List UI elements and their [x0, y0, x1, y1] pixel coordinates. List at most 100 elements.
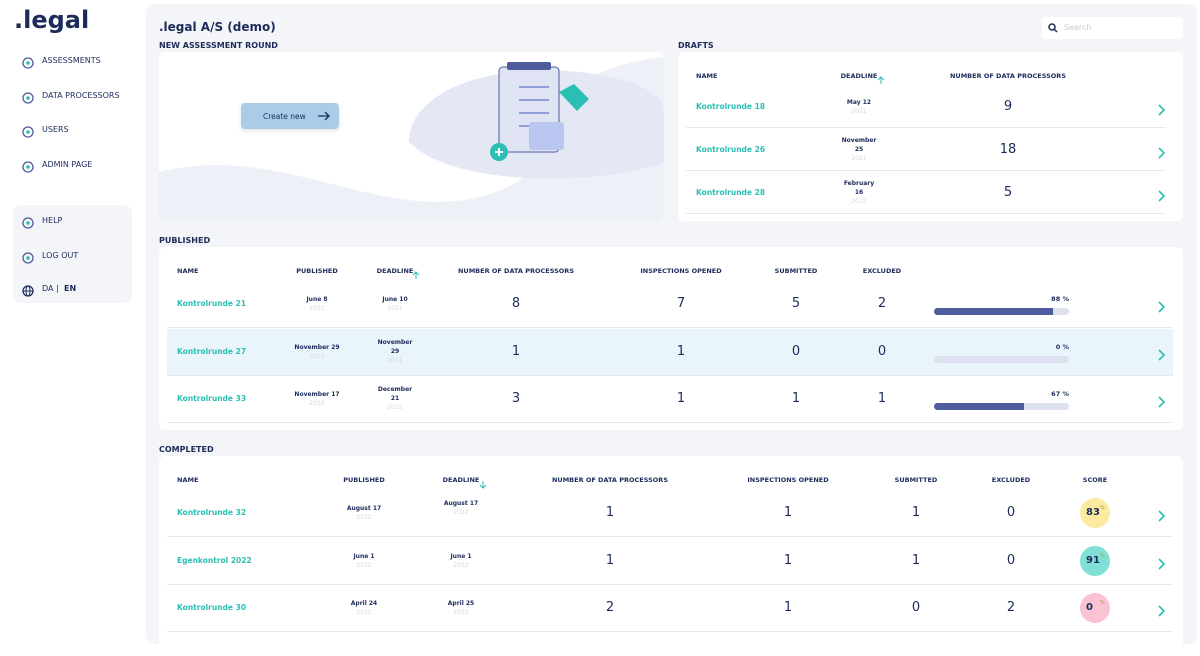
date: November 25: [841, 137, 877, 153]
create-new-button[interactable]: Create new: [241, 103, 339, 129]
search-icon: [1048, 23, 1058, 33]
search-box[interactable]: Search: [1042, 17, 1183, 39]
year: 2022: [356, 561, 372, 569]
date: June 10: [382, 296, 408, 303]
sort-arrow: [479, 474, 487, 493]
nav-item[interactable]: DATA PROCESSORS: [42, 90, 120, 100]
date: August 17: [443, 500, 479, 507]
nav-item[interactable]: USERS: [42, 125, 69, 134]
row-name[interactable]: Kontrolrunde 28: [696, 188, 766, 197]
date: June 1: [353, 552, 375, 560]
row-divider: [686, 170, 1166, 171]
score-value: 91: [1086, 554, 1100, 566]
section-title: COMPLETED: [159, 445, 214, 454]
year: 2022: [309, 400, 325, 407]
row-name[interactable]: Kontrolrunde 18: [696, 102, 766, 111]
year: 2022: [453, 561, 469, 569]
progress-track: [934, 308, 1069, 315]
column-header: SUBMITTED: [894, 476, 938, 484]
row-name[interactable]: Kontrolrunde 30: [177, 603, 247, 612]
date-cell: December 21 2022: [375, 385, 415, 412]
date-cell: August 17 2022: [339, 504, 389, 522]
page-title: .legal A/S (demo): [159, 20, 276, 34]
row-arrow[interactable]: [1157, 507, 1166, 526]
cell-inspections: 1: [783, 505, 793, 520]
column-header: PUBLISHED: [343, 476, 385, 484]
row-name[interactable]: Kontrolrunde 33: [177, 394, 247, 403]
processor-count: 5: [1003, 185, 1013, 200]
cell-inspections: 1: [676, 391, 686, 406]
language-da[interactable]: DA: [42, 284, 54, 293]
date: April 25: [447, 600, 475, 607]
row-name[interactable]: Kontrolrunde 26: [696, 145, 766, 154]
column-header: NAME: [696, 72, 718, 80]
date: February 16: [843, 180, 875, 196]
date-cell: February 16 2022: [839, 179, 879, 206]
row-arrow[interactable]: [1157, 555, 1166, 574]
nav-item[interactable]: ASSESSMENTS: [42, 56, 101, 65]
cell-processors: 3: [511, 391, 521, 406]
logo[interactable]: .legal: [14, 6, 90, 34]
column-header: EXCLUDED: [991, 476, 1031, 484]
row-name[interactable]: Kontrolrunde 32: [177, 508, 247, 517]
row-name[interactable]: Kontrolrunde 27: [177, 346, 247, 356]
row-name[interactable]: Egenkontrol 2022: [177, 555, 252, 565]
cell-submitted: 1: [911, 505, 921, 520]
row-arrow[interactable]: [1157, 187, 1166, 206]
cell-processors: 2: [605, 600, 615, 615]
date: November 29: [377, 338, 413, 355]
column-header: INSPECTIONS OPENED: [747, 476, 829, 484]
year: 2022: [387, 404, 403, 411]
column-header: DEADLINE: [376, 267, 414, 275]
date-cell: June 1 2022: [441, 552, 481, 570]
progress-bar: [934, 308, 1053, 315]
row-arrow[interactable]: [1157, 393, 1166, 412]
cell-processors: 1: [605, 552, 615, 568]
score-unit: %: [1100, 600, 1105, 606]
date-cell: April 24 2022: [339, 599, 389, 617]
row-arrow[interactable]: [1157, 346, 1166, 365]
globe-icon: [22, 282, 34, 301]
cell-inspections: 1: [676, 343, 686, 359]
nav-item[interactable]: LOG OUT: [42, 250, 79, 260]
progress-track: [934, 355, 1069, 363]
cell-submitted: 0: [791, 343, 801, 359]
drafts-card: NAME DEADLINE NUMBER OF DATA PROCESSORS Kon…: [678, 52, 1183, 221]
column-header[interactable]: DEADLINE: [840, 72, 878, 80]
row-name[interactable]: Kontrolrunde 21: [177, 299, 247, 308]
arrow-icon: [318, 111, 330, 121]
column-header[interactable]: NUMBER OF DATA PROCESSORS: [949, 72, 1066, 80]
year: 2021: [387, 356, 403, 364]
date: June 8: [306, 296, 328, 303]
progress-label: 88 %: [1051, 295, 1069, 303]
date-cell: May 12 2021: [839, 98, 879, 116]
sort-arrow: [877, 70, 885, 89]
column-header: NAME: [177, 476, 199, 484]
row-divider: [167, 631, 1173, 632]
row-divider: [167, 422, 1173, 423]
row-arrow[interactable]: [1157, 602, 1166, 621]
cell-inspections: 1: [783, 600, 793, 615]
row-arrow[interactable]: [1157, 101, 1166, 120]
date-cell: November 17 2022: [292, 390, 342, 408]
column-header: NUMBER OF DATA PROCESSORS: [457, 267, 574, 275]
date-cell: June 1 2022: [339, 552, 389, 570]
cell-submitted: 0: [911, 600, 921, 615]
language-en[interactable]: EN: [64, 284, 77, 293]
nav-icon: [22, 249, 34, 268]
year: 2021: [309, 352, 325, 360]
nav-item[interactable]: ADMIN PAGE: [42, 159, 93, 169]
cell-submitted: 1: [791, 391, 801, 406]
column-header: DEADLINE: [442, 476, 480, 484]
date: May 12: [846, 99, 872, 106]
cell-excluded: 2: [1006, 600, 1016, 615]
nav-icon: [22, 54, 34, 73]
row-arrow[interactable]: [1157, 298, 1166, 317]
nav-item[interactable]: HELP: [42, 216, 63, 225]
completed-card: NAME PUBLISHED DEADLINE NUMBER OF DATA PROC…: [159, 456, 1183, 656]
date-cell: November 29 2021: [375, 338, 415, 365]
row-arrow[interactable]: [1157, 144, 1166, 163]
date-cell: November 29 2021: [292, 343, 342, 361]
section-title: PUBLISHED: [159, 236, 211, 245]
year: 2022: [356, 514, 372, 521]
